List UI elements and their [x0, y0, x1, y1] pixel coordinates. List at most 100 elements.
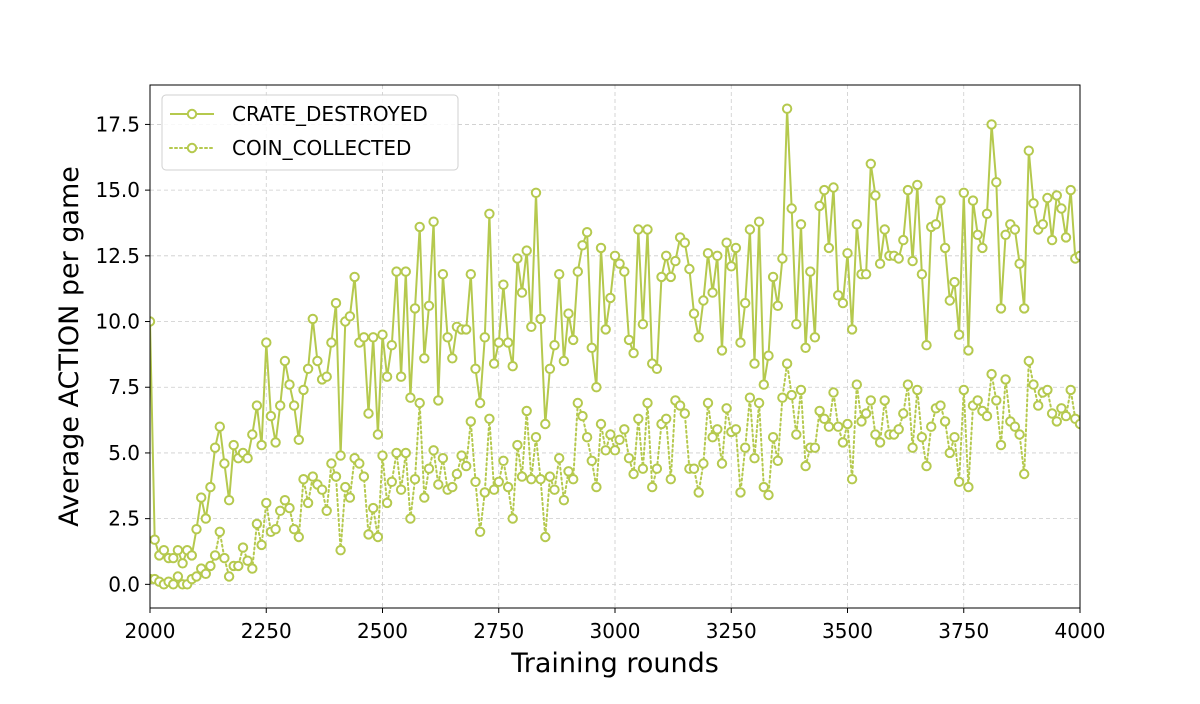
data-point-coin-collected — [1014, 429, 1025, 440]
data-point-coin-collected — [279, 495, 291, 506]
data-point-coin-collected — [256, 539, 267, 551]
data-point-coin-collected — [856, 416, 867, 427]
data-point-crate-destroyed — [716, 345, 728, 356]
data-point-crate-destroyed — [307, 313, 318, 325]
data-point-crate-destroyed — [409, 303, 421, 314]
data-point-coin-collected — [395, 484, 407, 495]
data-point-coin-collected — [902, 379, 914, 390]
data-point-coin-collected — [261, 497, 272, 509]
data-point-coin-collected — [702, 397, 714, 409]
data-point-coin-collected — [540, 531, 551, 543]
data-point-crate-destroyed — [628, 347, 639, 359]
data-point-crate-destroyed — [530, 187, 542, 199]
data-point-coin-collected — [419, 492, 430, 503]
data-point-coin-collected — [326, 458, 337, 469]
data-point-crate-destroyed — [251, 400, 263, 411]
data-point-crate-destroyed — [702, 248, 714, 259]
data-point-coin-collected — [716, 458, 728, 469]
data-point-crate-destroyed — [209, 442, 221, 453]
data-point-crate-destroyed — [516, 287, 528, 298]
data-point-coin-collected — [200, 568, 212, 579]
data-point-coin-collected — [842, 418, 853, 430]
data-point-crate-destroyed — [605, 292, 616, 304]
data-point-crate-destroyed — [656, 271, 667, 283]
x-tick-label: 2500 — [357, 619, 408, 643]
data-point-crate-destroyed — [833, 290, 844, 301]
data-point-crate-destroyed — [595, 242, 607, 254]
data-point-coin-collected — [400, 447, 411, 459]
x-tick-label: 3000 — [590, 619, 641, 643]
data-point-crate-destroyed — [781, 103, 793, 114]
data-point-coin-collected — [447, 481, 458, 493]
data-point-coin-collected — [456, 450, 467, 461]
data-point-coin-collected — [386, 476, 397, 487]
data-point-crate-destroyed — [874, 258, 886, 269]
data-point-coin-collected — [944, 447, 955, 459]
data-point-crate-destroyed — [512, 253, 523, 264]
legend-box — [161, 94, 459, 171]
data-point-crate-destroyed — [1014, 258, 1025, 269]
data-point-coin-collected — [214, 526, 226, 537]
data-point-coin-collected — [368, 502, 379, 514]
data-point-coin-collected — [1018, 468, 1030, 480]
data-point-crate-destroyed — [758, 379, 769, 390]
data-point-coin-collected — [740, 442, 751, 453]
data-point-crate-destroyed — [1065, 184, 1076, 196]
data-point-crate-destroyed — [288, 400, 300, 411]
series-coin-collected — [150, 355, 1080, 590]
data-point-coin-collected — [981, 410, 993, 422]
data-point-coin-collected — [275, 505, 286, 516]
data-point-crate-destroyed — [358, 332, 370, 343]
data-point-crate-destroyed — [196, 492, 207, 503]
data-point-coin-collected — [800, 460, 811, 472]
data-point-crate-destroyed — [1018, 303, 1030, 314]
data-point-crate-destroyed — [242, 453, 253, 464]
data-point-coin-collected — [219, 552, 230, 564]
data-point-crate-destroyed — [168, 552, 179, 564]
data-point-coin-collected — [284, 502, 295, 514]
data-point-coin-collected — [633, 413, 644, 424]
data-point-crate-destroyed — [819, 184, 830, 196]
data-point-crate-destroyed — [442, 332, 453, 343]
data-point-coin-collected — [749, 453, 760, 464]
data-point-crate-destroyed — [609, 250, 621, 262]
data-point-coin-collected — [809, 442, 821, 453]
data-point-crate-destroyed — [958, 187, 969, 199]
data-point-coin-collected — [1023, 355, 1035, 367]
data-point-coin-collected — [647, 481, 658, 493]
data-point-crate-destroyed — [572, 266, 583, 277]
data-point-coin-collected — [479, 487, 490, 498]
data-point-coin-collected — [935, 400, 946, 411]
data-point-coin-collected — [461, 460, 472, 472]
data-point-coin-collected — [637, 463, 649, 474]
data-point-coin-collected — [1065, 384, 1076, 396]
data-point-crate-destroyed — [1009, 224, 1021, 235]
data-point-coin-collected — [744, 392, 756, 403]
data-point-crate-destroyed — [851, 219, 862, 230]
data-point-coin-collected — [251, 518, 263, 530]
data-point-coin-collected — [860, 408, 872, 419]
data-point-crate-destroyed — [261, 337, 272, 348]
legend-label-coin-collected: COIN_COLLECTED — [232, 136, 411, 160]
y-axis-label: Average ACTION per game — [54, 166, 85, 527]
data-point-coin-collected — [223, 571, 235, 582]
data-point-crate-destroyed — [698, 295, 709, 306]
data-point-crate-destroyed — [870, 190, 881, 201]
x-tick-label: 4000 — [1055, 619, 1106, 643]
x-tick-label: 3250 — [706, 619, 757, 643]
data-point-crate-destroyed — [837, 297, 849, 309]
data-point-crate-destroyed — [433, 395, 444, 406]
data-point-coin-collected — [688, 463, 700, 474]
data-point-coin-collected — [577, 410, 588, 422]
data-point-coin-collected — [1033, 400, 1044, 411]
data-point-coin-collected — [293, 531, 304, 543]
data-point-crate-destroyed — [302, 363, 314, 374]
data-point-crate-destroyed — [419, 353, 430, 364]
x-axis-label: Training rounds — [510, 648, 719, 679]
data-point-coin-collected — [814, 405, 825, 417]
data-point-crate-destroyed — [995, 303, 1007, 314]
legend-label-crate-destroyed: CRATE_DESTROYED — [232, 102, 428, 126]
data-point-coin-collected — [772, 455, 783, 466]
data-point-crate-destroyed — [665, 271, 676, 283]
data-point-coin-collected — [823, 421, 835, 432]
